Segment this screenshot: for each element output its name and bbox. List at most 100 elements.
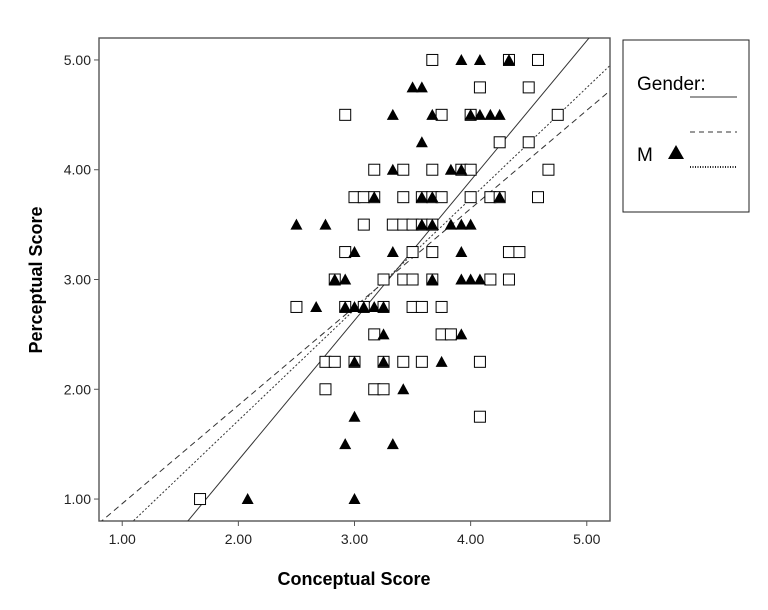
data-point-triangle	[386, 108, 399, 120]
data-point-square	[290, 300, 303, 313]
data-point-square	[386, 218, 399, 231]
data-point-triangle	[397, 383, 410, 395]
data-points	[194, 53, 564, 506]
y-axis-title: Perceptual Score	[26, 206, 46, 353]
data-point-triangle	[328, 273, 341, 285]
data-point-square	[531, 53, 544, 66]
data-point-square	[194, 493, 207, 506]
data-point-triangle	[455, 53, 468, 65]
data-point-triangle	[415, 218, 428, 230]
data-point-square	[531, 191, 544, 204]
x-tick-label: 4.00	[457, 531, 484, 547]
data-point-square	[426, 246, 439, 259]
data-point-triangle	[426, 191, 439, 203]
data-point-square	[513, 246, 526, 259]
plot-frame	[98, 37, 611, 522]
data-point-triangle	[493, 191, 506, 203]
y-axis-ticks: 1.00 2.00 3.00 4.00 5.00	[64, 52, 99, 507]
data-point-triangle	[484, 108, 497, 120]
data-point-square	[502, 246, 515, 259]
data-point-square	[328, 355, 341, 368]
data-point-triangle	[368, 191, 381, 203]
data-point-square	[473, 81, 486, 94]
x-tick-label: 5.00	[573, 531, 600, 547]
data-point-square	[397, 355, 410, 368]
data-point-square	[484, 273, 497, 286]
data-point-triangle	[415, 81, 428, 93]
data-point-square	[502, 273, 515, 286]
x-tick-label: 2.00	[225, 531, 252, 547]
data-point-square	[319, 383, 332, 396]
data-point-square	[426, 163, 439, 176]
data-point-triangle	[377, 300, 390, 312]
data-point-triangle	[386, 246, 399, 258]
data-point-triangle	[426, 273, 439, 285]
data-point-triangle	[415, 191, 428, 203]
data-point-square	[339, 246, 352, 259]
data-point-square	[377, 273, 390, 286]
data-point-triangle	[377, 355, 390, 367]
data-point-square	[522, 136, 535, 149]
data-point-square	[357, 218, 370, 231]
y-tick-label: 3.00	[64, 272, 91, 288]
y-tick-label: 4.00	[64, 162, 91, 178]
data-point-square	[357, 191, 370, 204]
data-point-square	[426, 53, 439, 66]
data-point-triangle	[348, 410, 361, 422]
data-point-square	[473, 355, 486, 368]
y-tick-label: 5.00	[64, 52, 91, 68]
data-point-triangle	[426, 218, 439, 230]
data-point-triangle	[473, 273, 486, 285]
legend-title: Gender:	[637, 74, 706, 95]
fit-line-dashed	[100, 90, 610, 521]
data-point-triangle	[426, 108, 439, 120]
data-point-triangle	[357, 300, 370, 312]
legend: Gender: M	[622, 39, 750, 213]
data-point-square	[435, 191, 448, 204]
data-point-triangle	[502, 53, 515, 65]
data-point-triangle	[455, 163, 468, 175]
x-axis-title: Conceptual Score	[277, 569, 430, 589]
y-tick-label: 2.00	[64, 381, 91, 397]
data-point-square	[415, 355, 428, 368]
data-point-triangle	[473, 53, 486, 65]
x-tick-label: 1.00	[109, 531, 136, 547]
data-point-triangle	[319, 218, 332, 230]
data-point-square	[522, 81, 535, 94]
data-point-triangle	[348, 493, 361, 505]
data-point-square	[397, 163, 410, 176]
x-axis-ticks: 1.00 2.00 3.00 4.00 5.00	[109, 521, 601, 547]
data-point-triangle	[444, 163, 457, 175]
x-tick-label: 3.00	[341, 531, 368, 547]
data-point-triangle	[339, 300, 352, 312]
data-point-square	[368, 328, 381, 341]
data-point-square	[415, 300, 428, 313]
data-point-triangle	[435, 355, 448, 367]
data-point-triangle	[464, 108, 477, 120]
data-point-triangle	[348, 300, 361, 312]
data-point-triangle	[455, 273, 468, 285]
data-point-square	[339, 108, 352, 121]
data-point-square	[464, 191, 477, 204]
data-point-triangle	[310, 300, 323, 312]
data-point-triangle	[473, 108, 486, 120]
legend-entry-label: M	[637, 145, 653, 166]
data-point-triangle	[339, 438, 352, 450]
data-point-triangle	[406, 81, 419, 93]
data-point-triangle	[455, 218, 468, 230]
data-point-triangle	[493, 108, 506, 120]
legend-triangle-icon	[668, 145, 684, 159]
data-point-square	[464, 163, 477, 176]
data-point-square	[406, 246, 419, 259]
data-point-triangle	[368, 300, 381, 312]
data-point-square	[368, 163, 381, 176]
data-point-triangle	[386, 438, 399, 450]
data-point-triangle	[444, 218, 457, 230]
data-point-triangle	[455, 246, 468, 258]
data-point-triangle	[290, 218, 303, 230]
data-point-triangle	[386, 163, 399, 175]
data-point-square	[377, 383, 390, 396]
data-point-triangle	[339, 273, 352, 285]
fit-line-dotted	[132, 65, 610, 521]
